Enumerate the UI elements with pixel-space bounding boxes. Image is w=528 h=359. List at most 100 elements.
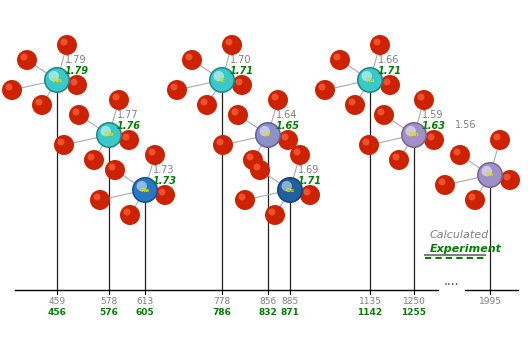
Text: Mo: Mo [103, 132, 115, 137]
Circle shape [253, 163, 260, 171]
Circle shape [72, 108, 80, 116]
Text: 576: 576 [100, 308, 118, 317]
Text: 1250: 1250 [402, 297, 426, 306]
Circle shape [32, 95, 52, 115]
Circle shape [197, 95, 217, 115]
Circle shape [424, 130, 444, 150]
Text: 1.71: 1.71 [378, 66, 402, 76]
Text: 1.76: 1.76 [117, 121, 141, 131]
Circle shape [109, 90, 129, 110]
Circle shape [500, 170, 520, 190]
Circle shape [239, 194, 246, 200]
Circle shape [482, 166, 492, 176]
Circle shape [468, 194, 476, 200]
Circle shape [402, 123, 426, 146]
Text: 1.59: 1.59 [422, 110, 444, 120]
Text: 1.56: 1.56 [455, 120, 476, 130]
Text: Tc: Tc [219, 78, 225, 83]
Circle shape [428, 134, 435, 140]
Circle shape [247, 154, 253, 160]
Text: Wo: Wo [52, 78, 62, 83]
Circle shape [171, 84, 177, 90]
Circle shape [278, 130, 298, 150]
Circle shape [294, 149, 300, 155]
Text: 1995: 1995 [478, 297, 502, 306]
Circle shape [211, 69, 233, 92]
Circle shape [504, 173, 511, 181]
Circle shape [228, 105, 248, 125]
Text: 1255: 1255 [401, 308, 427, 317]
Circle shape [231, 108, 239, 116]
Circle shape [21, 53, 27, 61]
Circle shape [137, 181, 147, 191]
Circle shape [345, 95, 365, 115]
Circle shape [216, 139, 223, 145]
Circle shape [334, 53, 341, 61]
Circle shape [182, 50, 202, 70]
Circle shape [477, 162, 503, 188]
Circle shape [67, 75, 87, 95]
Text: Calculated: Calculated [430, 230, 489, 240]
Circle shape [96, 122, 122, 148]
Text: ....: .... [444, 275, 459, 288]
Text: 605: 605 [136, 308, 154, 317]
Circle shape [232, 75, 252, 95]
Text: 832: 832 [259, 308, 277, 317]
Circle shape [465, 190, 485, 210]
Circle shape [134, 178, 156, 201]
Circle shape [290, 145, 310, 165]
Text: 1.65: 1.65 [276, 121, 300, 131]
Circle shape [124, 209, 130, 215]
Text: Re: Re [140, 187, 149, 192]
Circle shape [389, 150, 409, 170]
Circle shape [359, 135, 379, 155]
Text: 1135: 1135 [359, 297, 382, 306]
Text: 1.71: 1.71 [298, 176, 322, 186]
Circle shape [250, 160, 270, 180]
Circle shape [418, 93, 425, 101]
Text: 1.64: 1.64 [276, 110, 297, 120]
Circle shape [401, 122, 427, 148]
Circle shape [281, 134, 288, 140]
Circle shape [362, 71, 372, 81]
Circle shape [269, 209, 276, 215]
Circle shape [44, 67, 70, 93]
Text: 778: 778 [213, 297, 231, 306]
Circle shape [49, 71, 59, 81]
Circle shape [235, 79, 242, 85]
Circle shape [119, 130, 139, 150]
Circle shape [494, 134, 501, 140]
Circle shape [201, 98, 208, 106]
Circle shape [54, 135, 74, 155]
Circle shape [71, 79, 78, 85]
Circle shape [392, 154, 400, 160]
Circle shape [108, 163, 116, 171]
Circle shape [450, 145, 470, 165]
Circle shape [225, 38, 232, 46]
Circle shape [330, 50, 350, 70]
Text: 1.66: 1.66 [378, 55, 399, 65]
Circle shape [112, 93, 119, 101]
Circle shape [57, 35, 77, 55]
Circle shape [61, 38, 68, 46]
Circle shape [378, 108, 384, 116]
Circle shape [268, 90, 288, 110]
Circle shape [406, 126, 416, 136]
Circle shape [260, 126, 270, 136]
Circle shape [185, 53, 193, 61]
Text: 856: 856 [259, 297, 277, 306]
Text: Mn: Mn [409, 132, 419, 137]
Text: 1.69: 1.69 [298, 165, 319, 175]
Circle shape [17, 50, 37, 70]
Circle shape [2, 80, 22, 100]
Circle shape [69, 105, 89, 125]
Circle shape [478, 164, 502, 186]
Circle shape [383, 79, 391, 85]
Text: 1.79: 1.79 [65, 66, 89, 76]
Circle shape [373, 38, 381, 46]
Circle shape [318, 84, 325, 90]
Circle shape [243, 150, 263, 170]
Circle shape [265, 205, 285, 225]
Text: 1.63: 1.63 [422, 121, 446, 131]
Text: Os: Os [286, 187, 295, 192]
